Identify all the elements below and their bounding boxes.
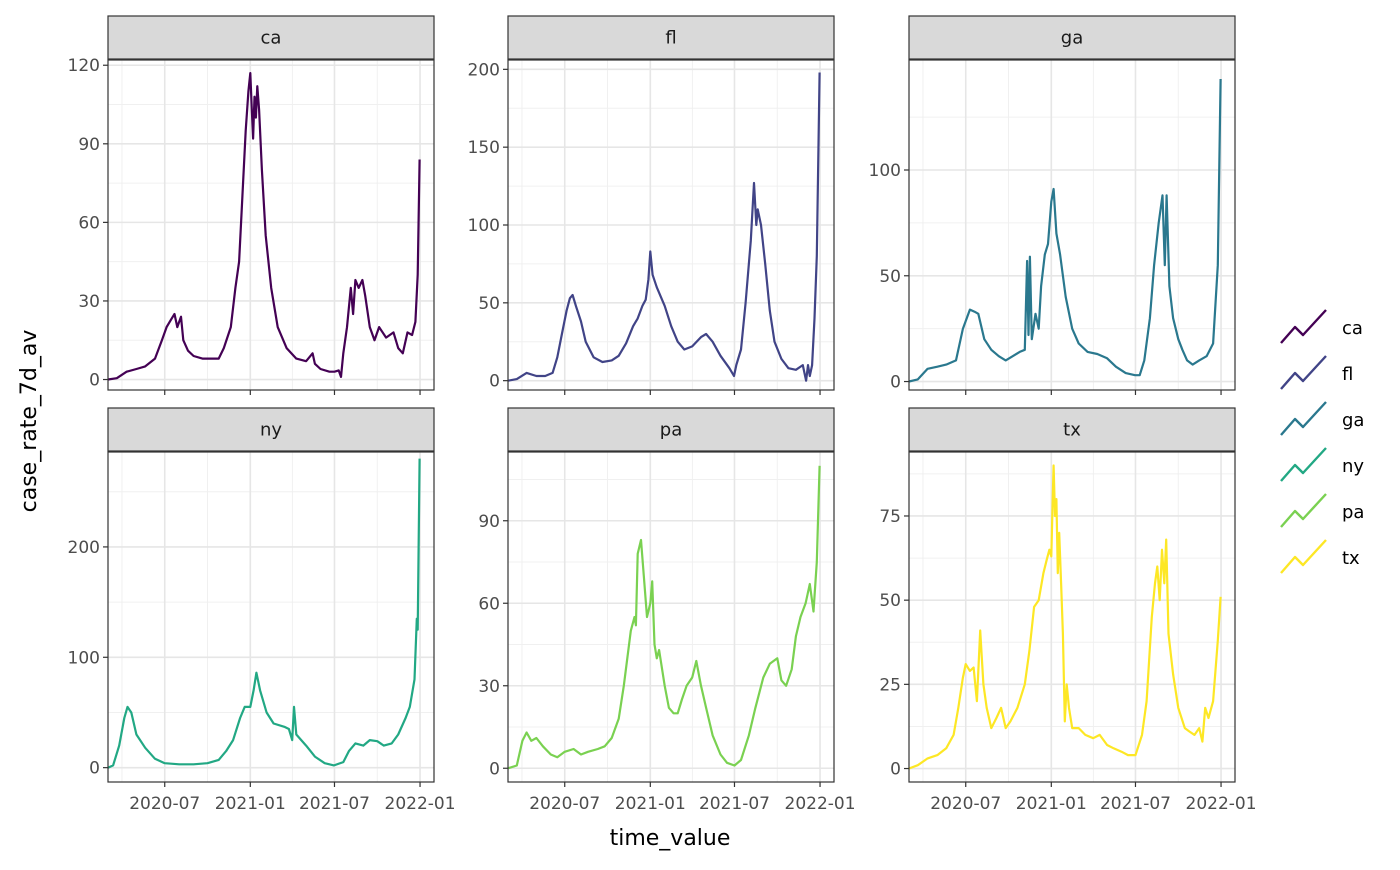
strip-ny [107,407,435,452]
facet-panel-ny: ny 0 100 200 2020-07 2021-01 2021-07 2022-01 [68,407,456,814]
y-tick-label: 30 [478,677,500,697]
facet-panel-fl: fl 0 50 100 150 200 [468,15,835,395]
facet-panel-ga: ga 0 50 100 [869,15,1236,395]
y-tick-label: 90 [78,135,100,155]
y-tick-label: 120 [68,56,100,76]
series-line-tx [908,464,1222,770]
x-tick-label: 2021-07 [1100,794,1171,814]
panel-border-pa [507,451,835,783]
x-tick-label: 2020-07 [930,794,1001,814]
legend-key-tx [1280,539,1327,574]
strip-fl [507,15,835,60]
panel-border-tx [908,451,1236,783]
series-line-fl [507,72,821,382]
panel-border-ny [107,451,435,783]
panel-background-pa [508,452,834,782]
facet-panel-tx: tx 0 25 50 75 2020-07 2021-01 2021-07 2022-01 [879,407,1257,814]
panel-border-ga [908,59,1236,391]
series-line-ga [908,78,1222,383]
strip-pa [507,407,835,452]
legend-item-ca: ca [1280,309,1363,344]
legend-key-ny [1280,447,1327,482]
y-tick-label: 60 [478,594,500,614]
strip-label-fl: fl [665,28,676,49]
y-tick-label: 100 [869,161,901,181]
strip-tx [908,407,1236,452]
strip-label-tx: tx [1063,420,1081,441]
strip-ca [107,15,435,60]
facet-panel-pa: pa 0 30 60 90 2020-07 2021-01 2021-07 2022-01 [478,407,856,814]
legend-item-fl: fl [1280,355,1353,390]
legend-label-ga: ga [1342,410,1364,431]
panel-background-ga [909,60,1235,390]
x-tick-label: 2021-07 [699,794,770,814]
series-line-ny [107,458,421,769]
y-tick-label: 0 [890,760,901,780]
series-line-pa [507,465,821,770]
strip-ga [908,15,1236,60]
legend-key-pa [1280,493,1327,528]
x-tick-label: 2022-01 [385,794,456,814]
x-tick-label: 2021-07 [299,794,370,814]
y-tick-label: 50 [478,294,500,314]
y-tick-label: 100 [68,648,100,668]
x-tick-label: 2022-01 [1186,794,1257,814]
facet-panel-ca: ca 0 30 60 90 120 [68,15,435,395]
legend-key-fl [1280,355,1327,390]
y-tick-label: 25 [879,675,901,695]
strip-label-ca: ca [261,28,282,49]
legend-item-pa: pa [1280,493,1364,528]
legend-key-ga [1280,401,1327,436]
y-tick-label: 75 [879,507,901,527]
legend: ca fl ga ny pa tx [1280,309,1364,574]
strip-label-ga: ga [1061,28,1083,49]
x-tick-label: 2020-07 [529,794,600,814]
y-tick-label: 0 [89,759,100,779]
legend-item-tx: tx [1280,539,1360,574]
y-tick-label: 100 [468,216,500,236]
y-tick-label: 60 [78,213,100,233]
y-tick-label: 150 [468,138,500,158]
legend-label-tx: tx [1342,548,1360,569]
panel-background-ny [108,452,434,782]
strip-label-ny: ny [260,420,282,441]
facet-panels: ca 0 30 60 90 120 fl 0 50 100 150 200 ga 0 50 100 ny 0 100… [68,15,1257,814]
y-tick-label: 0 [489,759,500,779]
y-tick-label: 0 [89,371,100,391]
y-tick-label: 50 [879,267,901,287]
x-tick-label: 2020-07 [129,794,200,814]
y-tick-label: 90 [478,512,500,532]
x-tick-label: 2021-01 [215,794,286,814]
legend-item-ny: ny [1280,447,1364,482]
legend-item-ga: ga [1280,401,1364,436]
series-line-ca [107,72,421,381]
y-tick-label: 200 [68,538,100,558]
panel-border-ca [107,59,435,391]
y-tick-label: 0 [489,372,500,392]
x-tick-label: 2022-01 [785,794,856,814]
legend-label-ny: ny [1342,456,1364,477]
legend-label-pa: pa [1342,502,1364,523]
y-tick-label: 50 [879,591,901,611]
y-tick-label: 30 [78,292,100,312]
y-tick-label: 200 [468,60,500,80]
x-tick-label: 2021-01 [1016,794,1087,814]
legend-label-fl: fl [1342,364,1353,385]
legend-key-ca [1280,309,1327,344]
y-axis-title: case_rate_7d_av [17,330,42,513]
strip-label-pa: pa [660,420,682,441]
legend-label-ca: ca [1342,318,1363,339]
panel-background-ca [108,60,434,390]
x-tick-label: 2021-01 [615,794,686,814]
x-axis-title: time_value [610,826,731,851]
panel-background-tx [909,452,1235,782]
y-tick-label: 0 [890,373,901,393]
